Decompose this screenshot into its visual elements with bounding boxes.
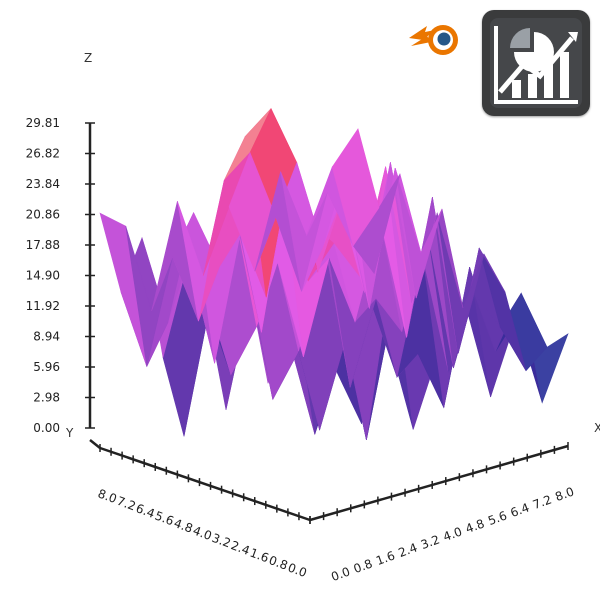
x-axis-label: X xyxy=(594,421,600,435)
x-tick-label: 0.0 xyxy=(329,564,352,584)
chart-analytics-icon xyxy=(494,26,578,104)
x-tick-label: 2.4 xyxy=(396,540,419,560)
z-tick-label: 29.81 xyxy=(26,116,60,130)
z-tick-label: 20.86 xyxy=(26,208,60,222)
y-tick-label: 2.4 xyxy=(229,538,252,558)
z-tick-label: 5.96 xyxy=(33,360,60,374)
x-tick-label: 0.8 xyxy=(352,556,375,576)
z-tick-label: 14.90 xyxy=(26,269,60,283)
y-tick-label: 5.6 xyxy=(153,509,176,529)
y-tick-label: 7.2 xyxy=(115,494,138,514)
z-tick-label: 11.92 xyxy=(26,299,60,313)
x-tick-label: 4.8 xyxy=(464,516,487,536)
axis-corner-line xyxy=(89,439,101,449)
app-badge xyxy=(482,10,590,116)
y-tick-label: 8.0 xyxy=(96,486,119,506)
blender-logo-icon xyxy=(409,25,458,55)
x-tick-label: 5.6 xyxy=(486,508,509,528)
y-tick-label: 4.0 xyxy=(191,523,214,543)
x-tick-label: 1.6 xyxy=(374,548,397,568)
z-tick-label: 17.88 xyxy=(26,238,60,252)
y-tick-label: 0.0 xyxy=(286,560,309,580)
surface-cell-0-9 xyxy=(331,128,380,247)
z-tick-label: 0.00 xyxy=(33,421,60,435)
z-tick-label: 23.84 xyxy=(26,177,60,191)
app-badge-inner xyxy=(490,18,582,108)
x-axis-line xyxy=(309,444,569,522)
y-tick-label: 1.6 xyxy=(248,546,271,566)
y-axis-line xyxy=(99,446,311,522)
y-tick-label: 6.4 xyxy=(134,501,157,521)
z-tick-label: 8.94 xyxy=(33,330,60,344)
y-tick-label: 4.8 xyxy=(172,516,195,536)
x-tick-label: 7.2 xyxy=(531,492,554,512)
axes: 0.00 2.98 5.96 8.94 11.92 14.90 17.88 20.86 23.8… xyxy=(26,51,600,584)
z-tick-label: 2.98 xyxy=(33,391,60,405)
y-tick-label: 0.8 xyxy=(267,553,290,573)
x-tick-label: 4.0 xyxy=(441,524,464,544)
x-tick-label: 6.4 xyxy=(508,500,531,520)
z-tick-label: 26.82 xyxy=(26,147,60,161)
z-axis-label: Z xyxy=(84,51,92,65)
y-tick-label: 3.2 xyxy=(210,531,233,551)
x-tick-label: 3.2 xyxy=(419,532,442,552)
y-axis-label: Y xyxy=(65,426,74,440)
surface-mesh xyxy=(99,108,569,440)
x-tick-label: 8.0 xyxy=(553,484,576,504)
